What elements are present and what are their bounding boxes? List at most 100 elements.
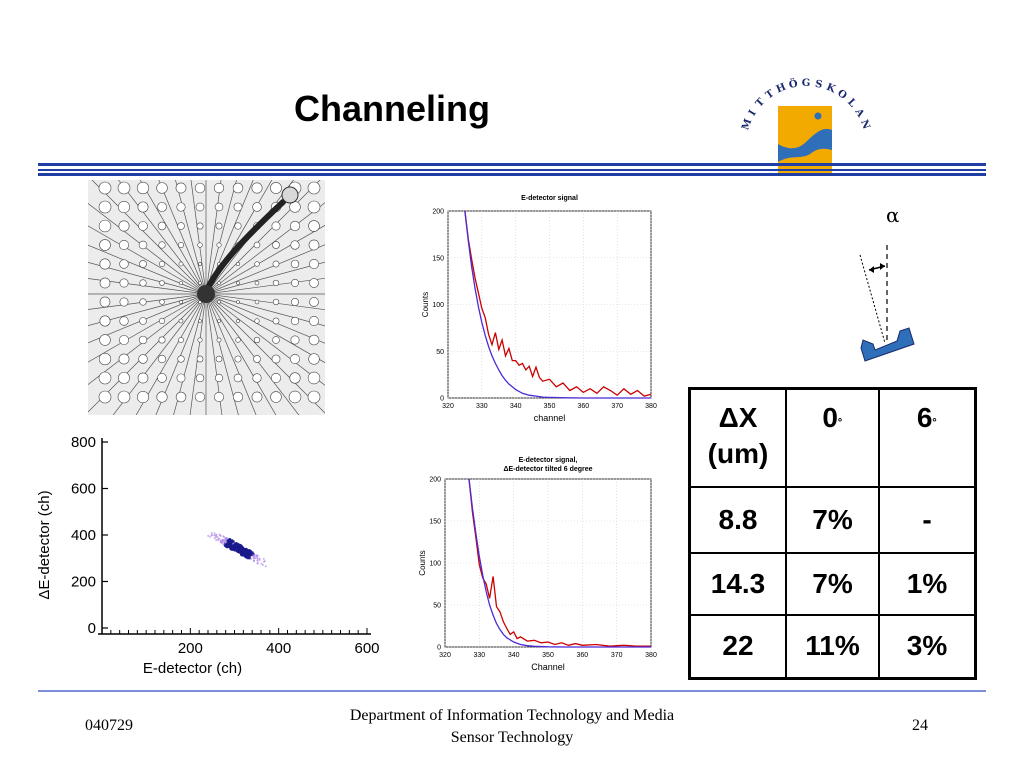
y-axis-label: Counts [421, 292, 430, 317]
lattice-atom [176, 202, 186, 212]
lattice-atom [254, 261, 260, 267]
lattice-ray [190, 180, 207, 295]
lattice-atom [157, 221, 167, 231]
lattice-ray [205, 293, 257, 415]
lattice-ray [205, 293, 325, 386]
scatter-point [248, 549, 252, 553]
lattice-atom [272, 317, 280, 325]
lattice-atom [99, 277, 111, 289]
lattice-atom [159, 280, 165, 286]
lattice-ray [158, 180, 207, 295]
y-tick-label: 50 [436, 349, 444, 356]
chart-title: E-detector signal, [519, 457, 578, 464]
lattice-atom [197, 337, 203, 343]
scatter-point [252, 559, 255, 562]
lattice-ray [88, 293, 207, 344]
lattice-ray [205, 277, 325, 295]
scatter-point [218, 537, 221, 540]
lattice-atom [289, 372, 301, 384]
scatter-point [223, 539, 226, 541]
results-table: ΔX (um) 0˚ 6˚ 8.8 7% - 14.3 7% 1% 22 11% … [688, 387, 977, 680]
logo-letter: T [764, 88, 777, 102]
scatter-point [209, 535, 212, 538]
lattice-atom [291, 298, 299, 306]
lattice-atom [196, 355, 204, 363]
lattice-atom [235, 261, 241, 267]
lattice-atom [117, 200, 131, 214]
lattice-atom [216, 337, 222, 343]
footer-department: Department of Information Technology and… [349, 707, 675, 724]
lattice-ray [205, 244, 325, 295]
lattice-atom [99, 258, 111, 270]
lattice-atom [270, 182, 282, 194]
lattice-atom [290, 316, 300, 326]
detector-icon [860, 327, 915, 362]
lattice-atom [119, 259, 129, 269]
lattice-ray [205, 293, 325, 311]
lattice-ray [91, 180, 207, 295]
logo-letter: I [747, 108, 759, 118]
lattice-ray [205, 180, 237, 295]
lattice-atom [309, 297, 319, 307]
lattice-ray [175, 180, 207, 295]
y-axis-label: Counts [418, 550, 427, 575]
scatter-point [214, 534, 217, 537]
lattice-atom [217, 319, 221, 323]
y-tick-label: 0 [88, 620, 96, 637]
header-unit: (um) [707, 438, 769, 469]
lattice-ray [205, 293, 239, 415]
header-label: 0 [822, 402, 838, 433]
table-cell: 11% [785, 613, 880, 680]
lattice-atom [198, 281, 202, 285]
scatter-point [213, 534, 216, 536]
lattice-atom [290, 335, 300, 345]
lattice-atom [117, 390, 131, 404]
lattice-ray [173, 293, 207, 415]
lattice-atom [139, 317, 147, 325]
lattice-atom [254, 318, 260, 324]
scatter-point [258, 558, 261, 561]
chart-title: ΔE-detector tilted 6 degree [503, 466, 592, 473]
x-tick-label: 330 [476, 403, 488, 410]
lattice-atom [309, 278, 319, 288]
x-axis-label: E-detector (ch) [143, 660, 242, 677]
table-header-cell: 6˚ [878, 387, 977, 488]
lattice-ray [88, 244, 207, 295]
y-tick-label: 100 [429, 561, 441, 568]
lattice-atom [236, 319, 240, 323]
lattice-atom [307, 181, 321, 195]
lattice-atom [214, 392, 224, 402]
incoming-ion [281, 186, 299, 204]
lattice-atom [198, 262, 202, 266]
series-line [464, 210, 652, 397]
lattice-atom [136, 181, 150, 195]
alpha-label: α [886, 203, 900, 227]
lattice-ray [205, 202, 325, 295]
series-line [464, 210, 651, 399]
scatter-point [253, 555, 256, 558]
logo-letter: N [858, 118, 871, 130]
lattice-atom [98, 390, 112, 404]
scatter-point [247, 552, 251, 557]
scatter-point [247, 556, 251, 560]
lattice-atom [234, 355, 242, 363]
lattice-atom [253, 336, 261, 344]
lattice-atom [98, 352, 112, 366]
lattice-atom [233, 373, 243, 383]
lattice-ray [155, 293, 207, 415]
scatter-point [244, 555, 248, 559]
lattice-ray [205, 261, 325, 295]
table-row: 8.8 7% - [688, 485, 977, 554]
x-axis-label: channel [534, 413, 566, 423]
scatter-point [223, 540, 226, 543]
logo-letter: Ö [788, 77, 799, 92]
lattice-atom [232, 391, 244, 403]
x-tick-label: 380 [645, 652, 657, 659]
lattice-atom [215, 222, 223, 230]
lattice-atom [215, 355, 223, 363]
scatter-point [252, 554, 255, 557]
scatter-point [222, 535, 225, 538]
lattice-atom [138, 354, 148, 364]
scatter-point [264, 565, 267, 568]
lattice-atom [98, 200, 112, 214]
